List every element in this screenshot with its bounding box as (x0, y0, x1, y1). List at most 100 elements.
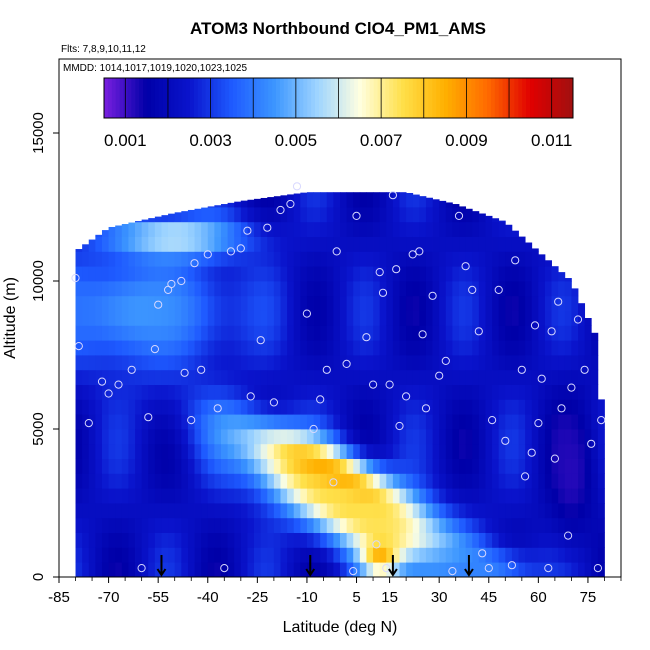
x-tick-label: 5 (352, 589, 360, 606)
heatmap-cell (459, 562, 467, 578)
heatmap-cell (293, 236, 301, 252)
heatmap-cell (194, 429, 202, 445)
heatmap-cell (525, 310, 533, 326)
heatmap-cell (564, 562, 572, 578)
heatmap-cell (544, 266, 552, 282)
heatmap-cell (214, 205, 222, 208)
heatmap-cell (578, 562, 586, 578)
heatmap-cell (135, 281, 143, 297)
heatmap-cell (187, 236, 195, 252)
heatmap-cell (273, 547, 281, 563)
heatmap-cell (406, 488, 414, 504)
heatmap-cell (306, 517, 314, 533)
heatmap-cell (399, 562, 407, 578)
heatmap-cell (168, 429, 176, 445)
heatmap-cell (406, 310, 414, 326)
heatmap-cell (578, 517, 586, 533)
heatmap-cell (511, 325, 519, 341)
heatmap-cell (293, 325, 301, 341)
heatmap-cell (287, 414, 295, 430)
heatmap-cell (300, 458, 308, 474)
heatmap-cell (300, 192, 308, 208)
heatmap-cell (525, 295, 533, 311)
heatmap-cell (168, 547, 176, 563)
heatmap-cell (353, 547, 361, 563)
x-tick-label: -70 (98, 589, 120, 606)
heatmap-cell (187, 503, 195, 519)
colorbar-segment (334, 78, 339, 118)
heatmap-cell (82, 458, 90, 474)
sample-point (180, 368, 189, 377)
heatmap-cell (439, 473, 447, 489)
heatmap-cell (174, 517, 182, 533)
heatmap-cell (511, 281, 519, 297)
heatmap-cell (531, 251, 539, 267)
heatmap-cell (207, 458, 215, 474)
heatmap-cell (214, 488, 222, 504)
heatmap-cell (406, 325, 414, 341)
heatmap-cell (340, 399, 348, 415)
heatmap-cell (247, 473, 255, 489)
heatmap-cell (379, 399, 387, 415)
heatmap-cell (359, 473, 367, 489)
heatmap-cell (518, 295, 526, 311)
heatmap-cell (386, 266, 394, 282)
heatmap-cell (82, 325, 90, 341)
heatmap-cell (412, 325, 420, 341)
heatmap-cell (174, 547, 182, 563)
heatmap-cell (386, 429, 394, 445)
heatmap-cell (273, 340, 281, 356)
heatmap-cell (187, 281, 195, 297)
heatmap-cell (287, 281, 295, 297)
heatmap-cell (88, 251, 96, 267)
heatmap-cell (399, 443, 407, 459)
heatmap-cell (115, 251, 123, 267)
heatmap-cell (135, 547, 143, 563)
heatmap-cell (578, 532, 586, 548)
heatmap-cell (181, 473, 189, 489)
heatmap-cell (154, 221, 162, 237)
heatmap-cell (425, 458, 433, 474)
heatmap-cell (280, 281, 288, 297)
heatmap-cell (187, 517, 195, 533)
heatmap-cell (591, 369, 599, 385)
heatmap-cell (399, 429, 407, 445)
heatmap-cell (187, 414, 195, 430)
heatmap-cell (597, 458, 605, 474)
heatmap-cell (95, 355, 103, 371)
heatmap-cell (406, 207, 414, 223)
heatmap-cell (128, 384, 136, 400)
heatmap-cell (340, 458, 348, 474)
heatmap-cell (465, 236, 473, 252)
heatmap-cell (254, 207, 262, 223)
heatmap-cell (518, 517, 526, 533)
heatmap-cell (240, 200, 248, 208)
heatmap-cell (154, 488, 162, 504)
sample-point (84, 419, 93, 428)
heatmap-cell (511, 458, 519, 474)
heatmap-cell (505, 503, 513, 519)
heatmap-cell (478, 562, 486, 578)
colorbar-segment (217, 78, 222, 118)
heatmap-cell (425, 384, 433, 400)
sample-point (382, 564, 391, 573)
heatmap-cell (511, 562, 519, 578)
heatmap-cell (75, 310, 83, 326)
heatmap-cell (320, 251, 328, 267)
heatmap-cell (544, 414, 552, 430)
colorbar: 0.001 0.003 0.005 0.007 0.009 0.011 (103, 77, 574, 150)
heatmap-cell (333, 488, 341, 504)
heatmap-cell (439, 399, 447, 415)
heatmap-cell (234, 458, 242, 474)
sample-point (243, 226, 252, 235)
heatmap-cell (432, 251, 440, 267)
heatmap-cell (597, 399, 605, 415)
heatmap-cell (254, 517, 262, 533)
heatmap-cell (108, 325, 116, 341)
x-tick-label: 45 (480, 589, 497, 606)
heatmap-cell (478, 503, 486, 519)
heatmap-cell (485, 266, 493, 282)
heatmap-cell (544, 562, 552, 578)
heatmap-cell (227, 221, 235, 237)
heatmap-cell (101, 458, 109, 474)
